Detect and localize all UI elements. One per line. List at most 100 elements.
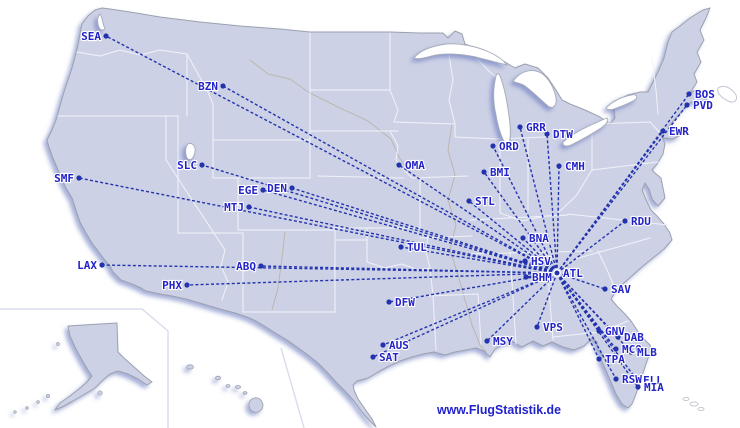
watermark-text: www.FlugStatistik.de [436,402,561,417]
airport-dot-GNV [596,328,602,334]
airport-dot-SAV [602,286,608,292]
airport-dot-RSW [613,376,619,382]
airport-label-BMI: BMI [490,166,510,179]
airport-dot-TUL [398,244,404,250]
airport-dot-MLB [628,349,634,355]
route-ATL-ORD [492,145,558,274]
lake-superior [413,43,509,66]
airport-dot-PHX [184,282,190,288]
route-ATL-CMH [556,165,560,274]
airport-label-CMH: CMH [565,160,585,173]
airport-label-PVD: PVD [693,99,713,112]
airport-dot-HSV [522,258,528,264]
airport-dot-DFW [386,299,392,305]
airport-label-VPS: VPS [543,321,563,334]
airport-dot-ATL [553,269,561,277]
state-borders [57,32,669,351]
airport-dot-FLL [634,377,640,383]
airport-dot-DAB [615,334,621,340]
route-ATL-SLC [201,164,558,274]
hawaii-inset-border [280,347,305,428]
airport-dot-SMF [76,175,82,181]
offshore-outlines [682,85,737,411]
airport-label-LAX: LAX [77,259,97,272]
airport-label-OMA: OMA [405,159,425,172]
inset-borders [0,308,305,428]
hawaii-islands [186,364,264,413]
airport-label-MCO: MCO [622,343,642,356]
airport-dot-EGE [260,187,266,193]
airport-dot-LAX [99,262,105,268]
route-ATL-TPA [556,272,600,360]
lakes [97,13,638,161]
aleutian-islands [13,342,103,414]
airport-label-BHM: BHM [532,271,552,284]
airport-label-EWR: EWR [669,125,689,138]
airport-label-MTJ: MTJ [224,201,244,214]
airport-dot-OMA [396,162,402,168]
lake-ontario [606,94,638,111]
airport-label-ABQ: ABQ [236,260,256,273]
airport-label-BZN: BZN [198,80,218,93]
route-ATL-ABQ [260,265,558,274]
airport-label-DTW: DTW [553,128,573,141]
airport-dot-TPA [596,356,602,362]
airport-label-MLB: MLB [637,346,657,359]
airport-label-DFW: DFW [395,296,415,309]
airport-dot-MSY [484,338,490,344]
route-ATL-HSV [524,260,558,274]
route-ATL-BNA [522,237,558,274]
airport-dot-DTW [544,131,550,137]
airport-label-ATL: ATL [563,267,583,280]
route-ATL-SEA [105,35,558,274]
route-ATL-VPS [536,272,558,328]
airport-dots [76,33,692,390]
airport-dot-SLC [199,162,205,168]
route-ATL-DFW [388,272,558,303]
route-ATL-PVD [556,104,688,274]
route-ATL-TUL [400,246,558,274]
airport-labels: ATL SEA BZN SMF SLC EGE DEN MTJ LAX ABQ PHX OMA ORD G… [53,29,716,395]
alaska-inset-shape [54,322,153,411]
airport-label-SAV: SAV [611,283,631,296]
airport-dot-BNA [520,235,526,241]
airport-dot-BMI [481,169,487,175]
alaska-inset-border [0,308,169,428]
lake-erie [562,117,609,147]
airport-label-BNA: BNA [529,232,549,245]
route-lines [78,35,690,388]
route-ATL-STL [468,200,558,274]
airport-label-SMF: SMF [54,172,74,185]
airport-label-SEA: SEA [81,30,101,43]
route-ATL-MSY [486,272,558,342]
airport-dot-EWR [660,128,666,134]
airport-dot-STL [466,198,472,204]
airport-dot-MTJ [246,204,252,210]
airport-dot-BOS [686,91,692,97]
airport-dot-ABQ [258,263,264,269]
route-ATL-BZN [222,85,558,274]
airport-label-MSY: MSY [493,335,513,348]
route-ATL-AUS [382,272,558,346]
airport-dot-ORD [490,143,496,149]
route-ATL-DTW [546,133,558,274]
airport-dot-VPS [534,324,540,330]
airport-label-MIA: MIA [644,381,664,394]
airport-dot-SAT [370,354,376,360]
airport-label-FLL: FLL [643,374,663,387]
airport-dot-DEN [289,185,295,191]
airport-label-DEN: DEN [267,182,287,195]
route-ATL-RDU [556,220,626,274]
route-ATL-BOS [556,93,690,274]
airport-label-GRR: GRR [526,121,546,134]
airport-dot-CMH [556,163,562,169]
route-ATL-SMF [78,177,558,274]
airport-label-EGE: EGE [238,184,258,197]
airport-label-RSW: RSW [622,373,642,386]
lake-huron [513,70,557,108]
airport-dot-BZN [220,83,226,89]
airport-dot-PVD [684,102,690,108]
route-ATL-BHM [525,272,558,278]
airport-label-STL: STL [475,195,495,208]
